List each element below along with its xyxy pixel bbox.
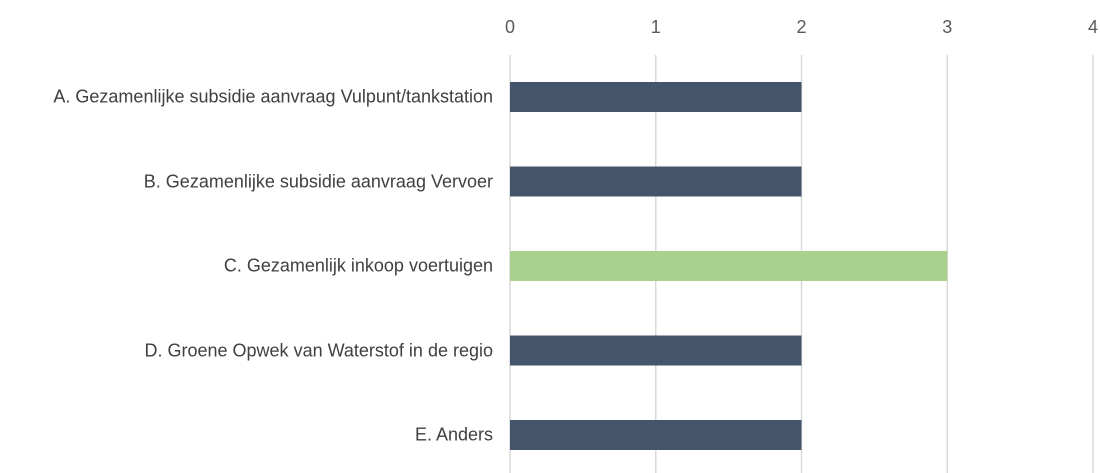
bar bbox=[510, 251, 948, 281]
x-tick-label: 3 bbox=[942, 17, 952, 37]
bar bbox=[510, 335, 802, 366]
x-tick-label: 4 bbox=[1088, 17, 1098, 37]
category-label: D. Groene Opwek van Waterstof in de regi… bbox=[144, 340, 494, 360]
category-label: B. Gezamenlijke subsidie aanvraag Vervoe… bbox=[143, 171, 493, 191]
bar bbox=[510, 82, 802, 112]
category-label: C. Gezamenlijk inkoop voertuigen bbox=[223, 255, 493, 276]
bar bbox=[510, 166, 802, 197]
category-label: E. Anders bbox=[414, 424, 493, 445]
category-label: A. Gezamenlijke subsidie aanvraag Vulpun… bbox=[53, 86, 493, 107]
x-tick-label: 2 bbox=[796, 17, 806, 37]
x-tick-label: 1 bbox=[651, 17, 661, 37]
bar bbox=[510, 420, 802, 450]
x-tick-label: 0 bbox=[505, 17, 515, 37]
